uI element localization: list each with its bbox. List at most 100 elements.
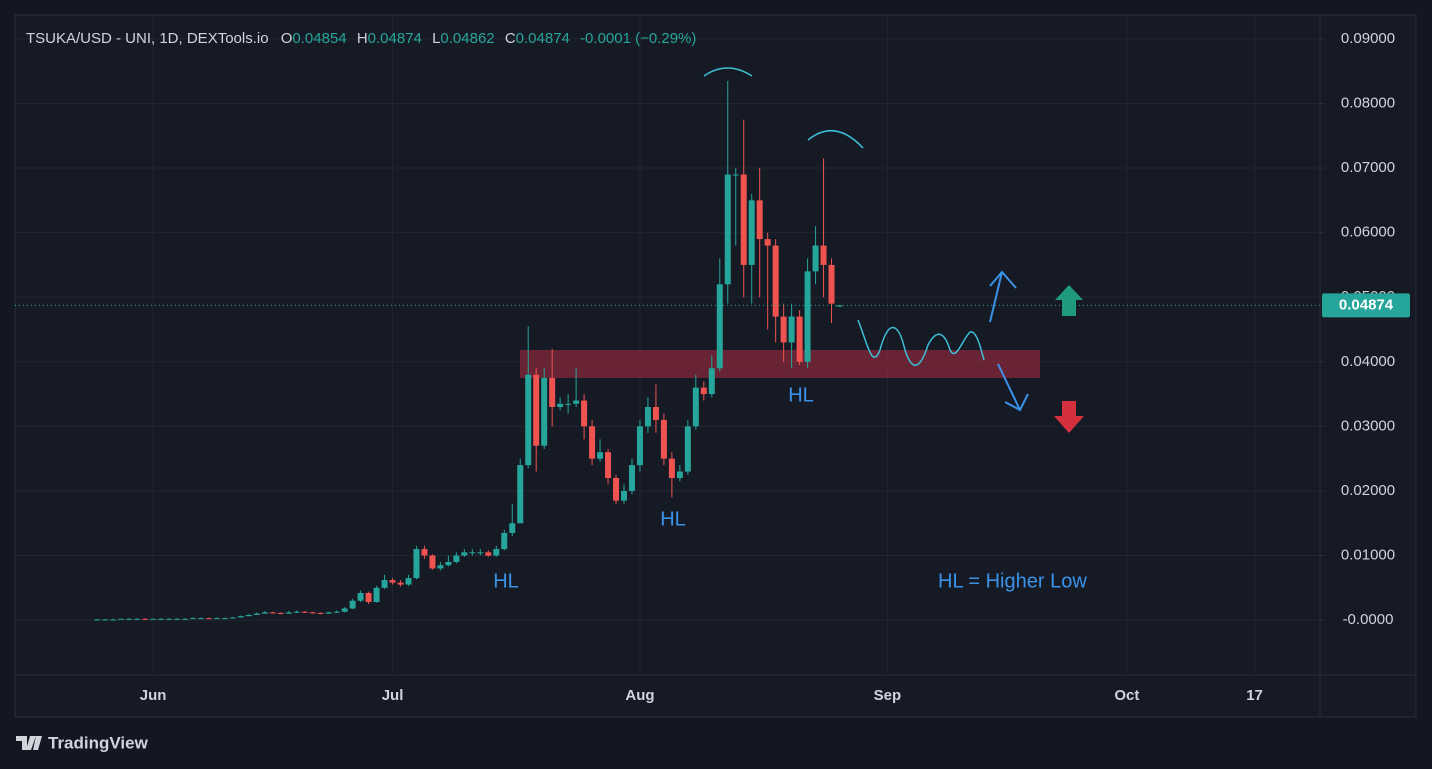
legend-value: 0.04854	[292, 30, 346, 47]
last-price-label: 0.04874	[1339, 296, 1394, 313]
y-tick-label: 0.04000	[1341, 353, 1395, 370]
y-tick-label: 0.06000	[1341, 224, 1395, 241]
candle-body	[828, 264, 835, 304]
candle-body	[453, 555, 460, 562]
candle-body	[429, 555, 436, 569]
candle-body	[613, 478, 620, 501]
legend-key: L	[432, 30, 440, 47]
candle-body	[549, 377, 556, 407]
x-tick-label: 17	[1246, 687, 1263, 704]
drawings	[703, 67, 985, 366]
candle-body	[341, 608, 348, 612]
candle-body	[229, 617, 236, 619]
candle-body	[309, 612, 316, 614]
candle-body	[684, 426, 691, 472]
candle-body	[158, 618, 165, 620]
candle-body	[756, 200, 763, 240]
y-tick-label: 0.02000	[1341, 482, 1395, 499]
candle-body	[541, 377, 548, 446]
annotation: HL = Higher Low	[938, 570, 1087, 592]
candle-body	[381, 580, 388, 588]
annotation: HL	[493, 570, 519, 592]
candle-body	[525, 374, 532, 466]
legend-change: -0.0001 (−0.29%)	[580, 30, 696, 47]
candle-body	[221, 618, 228, 620]
candle-body	[405, 578, 412, 585]
legend-value: 0.04874	[516, 30, 570, 47]
candle-body	[501, 532, 508, 550]
y-tick-label: -0.0000	[1343, 611, 1394, 628]
candle-body	[581, 400, 588, 427]
annotation: HL	[788, 384, 814, 406]
candle-body	[493, 549, 500, 556]
candle-body	[126, 618, 133, 620]
legend: TSUKA/USD - UNI, 1D, DEXTools.io O0.0485…	[26, 30, 696, 47]
candle-body	[118, 618, 125, 620]
candle-body	[628, 465, 635, 491]
candle-body	[437, 565, 444, 569]
candle-body	[692, 387, 699, 427]
candle-body	[517, 465, 524, 524]
candle-body	[812, 245, 819, 272]
logo-mark	[16, 736, 42, 750]
legend-value: 0.04862	[440, 30, 494, 47]
candle-body	[317, 613, 324, 615]
candle-body	[197, 618, 204, 620]
candle-body	[182, 618, 189, 620]
candle-body	[94, 619, 101, 621]
candle-body	[373, 587, 380, 603]
y-tick-label: 0.07000	[1341, 159, 1395, 176]
candle-body	[485, 552, 492, 556]
candle-body	[533, 374, 540, 446]
candle-body	[102, 619, 109, 621]
x-tick-label: Aug	[625, 687, 654, 704]
legend-key: C	[505, 30, 516, 47]
candle-body	[110, 619, 117, 621]
candle-body	[469, 552, 476, 554]
candle-body	[660, 419, 667, 459]
wave-path	[857, 319, 985, 366]
candle-body	[397, 582, 404, 585]
candle-body	[772, 245, 779, 317]
candle-body	[333, 611, 340, 613]
candle-body	[597, 452, 604, 459]
candle-body	[285, 612, 292, 614]
candle-body	[740, 174, 747, 265]
brand: TradingView	[48, 733, 149, 752]
legend-key: H	[357, 30, 368, 47]
candle-body	[174, 618, 181, 620]
x-tick-label: Sep	[874, 687, 902, 704]
candle-body	[245, 614, 252, 617]
candle-body	[557, 403, 564, 407]
x-tick-label: Jun	[140, 687, 167, 704]
candle-body	[477, 552, 484, 554]
candle-body	[293, 611, 300, 613]
y-tick-label: 0.08000	[1341, 94, 1395, 111]
candle-body	[509, 523, 516, 533]
annotation: HL	[660, 508, 686, 530]
symbol: TSUKA/USD - UNI, 1D, DEXTools.io	[26, 30, 269, 47]
candle-body	[413, 549, 420, 579]
candle-body	[150, 618, 157, 620]
candle-body	[652, 406, 659, 420]
grid	[15, 15, 1320, 675]
candle-body	[237, 616, 244, 618]
candle-body	[269, 612, 276, 614]
candle-body	[700, 387, 707, 395]
candle-body	[716, 284, 723, 369]
candle-body	[134, 618, 141, 620]
top-arc	[703, 67, 753, 77]
candle-body	[804, 271, 811, 362]
candle-body	[748, 200, 755, 265]
candle-body	[573, 400, 580, 404]
y-tick-label: 0.09000	[1341, 30, 1395, 47]
y-tick-label: 0.03000	[1341, 417, 1395, 434]
bear-arrow	[1054, 401, 1084, 433]
candle-body	[365, 592, 372, 603]
candle-body	[780, 316, 787, 343]
candle-body	[708, 368, 715, 395]
candle-body	[142, 618, 149, 620]
candle-body	[277, 613, 284, 615]
candle-body	[668, 458, 675, 479]
